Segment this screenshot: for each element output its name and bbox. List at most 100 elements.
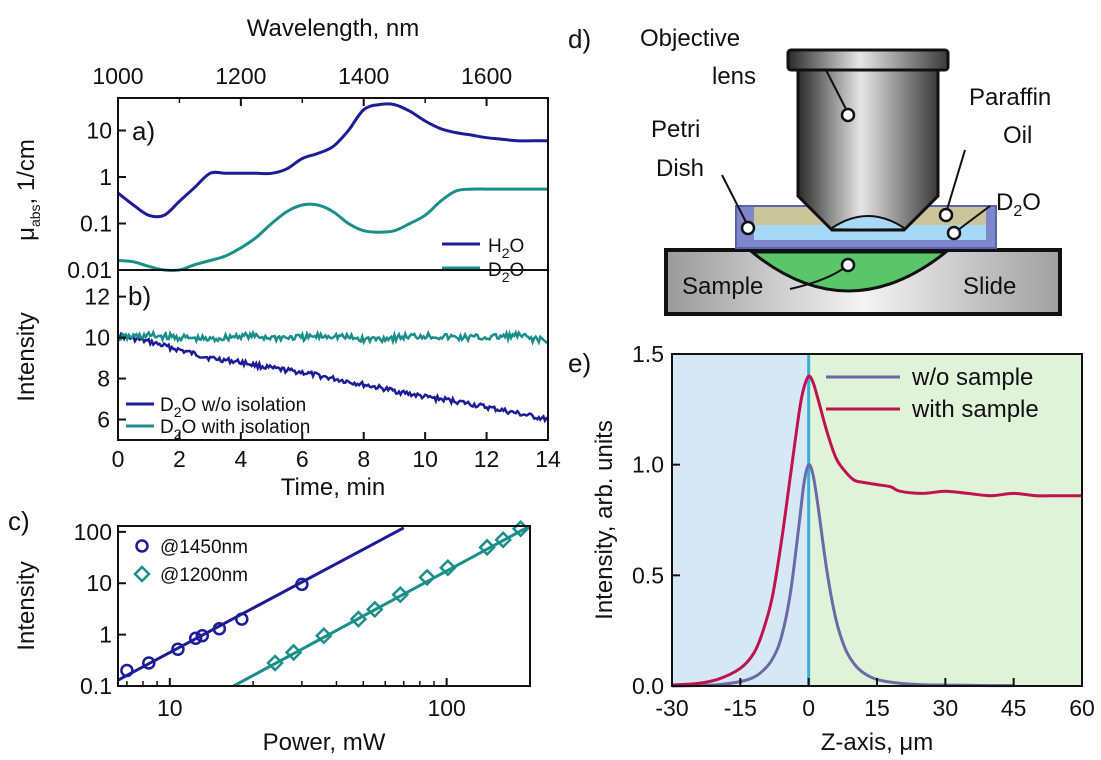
chart-a-absorption: 1000 1200 1400 1600 Wavelength, nm 0.01 0.1 1 10…: [13, 15, 549, 285]
objective-lens: [831, 215, 905, 229]
data-point: [195, 629, 210, 643]
y-axis-title-intensity: Intensity: [13, 312, 40, 401]
series-line-h2o: [117, 102, 548, 219]
legend-label-h2o: H2O: [488, 236, 524, 261]
x-tick-label--15: -15: [724, 695, 757, 721]
panel-label-e: e): [568, 348, 591, 378]
x-tick-label--30: -30: [655, 695, 688, 721]
y-axis-title-intensity: Intensity: [13, 561, 40, 650]
series-line-d2o: [117, 187, 548, 273]
label-slide: Slide: [963, 273, 1016, 300]
legend-label-wo-isolation: D2O w/o isolation: [160, 395, 306, 420]
x-tick-label-45: 45: [1001, 695, 1027, 721]
panel-label-a: a): [132, 116, 155, 146]
x-tick-label-10: 10: [157, 695, 183, 721]
y-tick-label-10: 10: [86, 118, 112, 144]
y-tick-label-10: 10: [84, 325, 110, 351]
y-tick-label-0.5: 0.5: [632, 562, 664, 588]
chart-c-power-dependence: 10 100 0.1 1 10 100 Power, mW Intensity @1450nm @…: [13, 519, 531, 756]
y-tick-label-0.1: 0.1: [80, 673, 112, 699]
y-tick-label-1.0: 1.0: [632, 452, 664, 478]
legend-label-wo-sample: w/o sample: [911, 364, 1033, 391]
y-tick-label-0.0: 0.0: [632, 673, 664, 699]
label-lens: lens: [712, 63, 756, 90]
x-axis-title-power: Power, mW: [263, 729, 386, 756]
x-tick-label-100: 100: [427, 695, 465, 721]
chart-b-intensity-time: 0 2 4 6 8 10 12 14 6 8 10 12 Time, min Intensity D2O w…: [13, 269, 561, 501]
series-line-with-isolation: [116, 329, 549, 346]
x-tick-label-10: 10: [412, 446, 438, 472]
y-tick-label-8: 8: [97, 366, 110, 392]
y-tick-label-12: 12: [84, 284, 110, 310]
data-point: [494, 531, 512, 549]
legend-label-with-sample: with sample: [911, 396, 1039, 423]
data-point: [212, 622, 227, 636]
data-point: [478, 538, 496, 557]
x-axis-title-wavelength: Wavelength, nm: [247, 15, 420, 42]
series-line-wo-sample: [671, 463, 1014, 688]
x-tick-label-4: 4: [234, 446, 247, 472]
x-axis-title-time: Time, min: [281, 474, 385, 501]
data-point: [188, 631, 203, 645]
series-line-wo-isolation: [117, 331, 549, 424]
chart-b-frame: [117, 269, 549, 441]
x-tick-label-1000: 1000: [92, 63, 143, 89]
label-objective: Objective: [640, 25, 740, 52]
objective-body: [796, 68, 940, 232]
y-tick-label-10: 10: [86, 570, 112, 596]
data-point: [439, 559, 457, 577]
data-point: [120, 663, 134, 678]
legend-label-1200nm: @1200nm: [160, 565, 248, 586]
legend-label-d2o: D2O: [488, 260, 524, 285]
x-tick-label-8: 8: [357, 446, 370, 472]
x-tick-label-1400: 1400: [338, 63, 389, 89]
x-tick-label-0: 0: [112, 446, 125, 472]
x-tick-label-15: 15: [864, 695, 890, 721]
label-d2o: D2O: [996, 189, 1041, 220]
fit-line-1200nm: [232, 526, 530, 686]
x-tick-label-30: 30: [933, 695, 959, 721]
x-tick-label-0: 0: [802, 695, 815, 721]
data-point: [266, 654, 284, 672]
y-tick-label-1: 1: [99, 164, 112, 190]
legend-marker-circle: [135, 539, 149, 553]
data-point: [235, 612, 249, 626]
y-tick-label-1: 1: [99, 622, 112, 648]
panel-label-b: b): [128, 281, 151, 311]
chart-c-frame: [117, 525, 531, 687]
panel-label-d: d): [568, 24, 591, 54]
data-point: [315, 626, 333, 645]
data-point: [295, 577, 309, 592]
data-point: [349, 610, 368, 628]
y-tick-label-100: 100: [74, 519, 112, 545]
y-axis-title-mu-abs: μabs, 1/cm: [13, 139, 43, 241]
objective-cap: [786, 48, 950, 72]
x-tick-label-2: 2: [173, 446, 186, 472]
data-point: [142, 656, 156, 670]
legend-label-with-isolation: D2O with isolation: [160, 417, 310, 442]
panel-label-c: c): [8, 506, 30, 536]
data-point: [171, 642, 185, 656]
x-tick-label-1200: 1200: [215, 63, 266, 89]
label-dish: Dish: [656, 155, 704, 182]
diagram-d-setup: Objective lens Paraffin Oil Petri Dish D…: [640, 25, 1062, 316]
shaded-region-left: [672, 354, 809, 686]
data-point: [366, 600, 384, 619]
y-tick-label-6: 6: [97, 407, 110, 433]
y-tick-label-0.1: 0.1: [80, 211, 112, 237]
label-oil: Oil: [1003, 122, 1032, 149]
chart-a-frame: [117, 97, 549, 271]
d2o-layer: [754, 225, 986, 240]
legend-label-1450nm: @1450nm: [160, 537, 248, 558]
legend-marker-diamond: [133, 565, 151, 583]
x-tick-label-1600: 1600: [461, 63, 512, 89]
fit-line-1450nm: [118, 526, 405, 682]
y-tick-label-1.5: 1.5: [632, 341, 664, 367]
y-axis-title-intensity-arb: Intensity, arb. units: [591, 420, 618, 620]
chart-e-z-profile: -30 -15 0 15 30 45 60 0.0 0.5 1.0 1.5 Z-axis, μm Int…: [591, 341, 1095, 756]
x-tick-label-14: 14: [535, 446, 561, 472]
label-paraffin: Paraffin: [969, 84, 1051, 111]
data-point: [418, 568, 436, 587]
label-sample: Sample: [682, 273, 763, 300]
